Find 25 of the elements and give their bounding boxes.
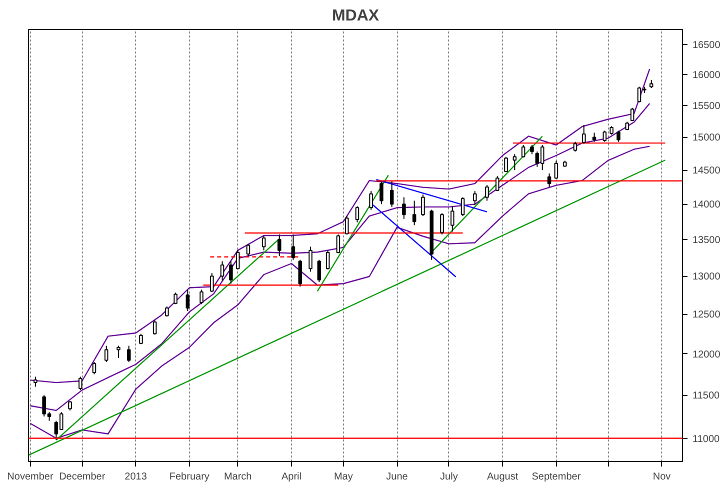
y-tick-label: 13000	[692, 272, 721, 283]
y-tick-label: 12500	[692, 310, 721, 321]
x-tick-label: Nov	[652, 472, 671, 482]
y-tick-label: 16500	[692, 40, 721, 52]
chart-title: MDAX	[332, 8, 380, 24]
x-tick-label: March	[224, 472, 252, 482]
y-tick-label: 13500	[692, 234, 721, 246]
y-tick-label: 12000	[692, 349, 721, 360]
y-tick-label: 11000	[692, 434, 720, 445]
y-tick-label: 14500	[692, 166, 721, 177]
x-tick-label: December	[59, 472, 106, 482]
x-tick-label: August	[486, 472, 518, 482]
x-tick-label: 2013	[124, 472, 148, 482]
x-tick-label: May	[334, 472, 353, 482]
y-tick-label: 14000	[692, 200, 721, 211]
x-tick-label: November	[7, 472, 54, 482]
y-tick-label: 11500	[692, 390, 720, 402]
y-tick-label: 15000	[692, 132, 721, 144]
x-tick-label: April	[281, 472, 302, 482]
x-tick-label: February	[169, 472, 210, 482]
x-tick-label: September	[532, 472, 582, 482]
x-tick-label: June	[386, 472, 408, 482]
y-tick-label: 15500	[692, 100, 721, 112]
x-tick-label: July	[440, 472, 458, 482]
y-tick-label: 16000	[692, 70, 721, 82]
